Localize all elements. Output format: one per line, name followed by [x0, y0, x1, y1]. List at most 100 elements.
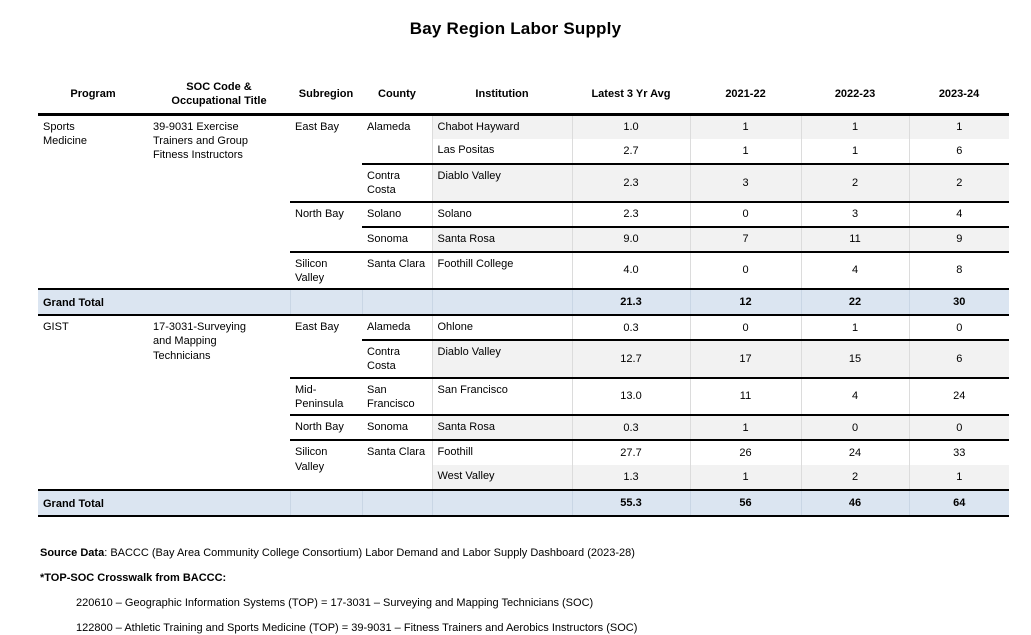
county-cell: Contra Costa [362, 163, 432, 202]
table-row: North Bay Solano Solano 2.3 0 3 4 [38, 200, 1009, 252]
col-header-program: Program [38, 76, 148, 116]
value-cell: 26 [689, 439, 801, 466]
value-cell: 0.3 [571, 315, 690, 341]
county-cell: Contra Costa [362, 339, 432, 378]
county-cell: Alameda [367, 120, 411, 133]
value-cell: 2.7 [571, 139, 690, 164]
grand-total-value-cell: 22 [800, 288, 909, 317]
col-header-2023-24: 2023-24 [909, 76, 1009, 116]
col-header-latest-3yr-avg: Latest 3 Yr Avg [572, 76, 690, 116]
value-cell: 24 [800, 439, 909, 466]
value-cell: 27.7 [571, 439, 690, 466]
value-cell: 11 [800, 225, 909, 252]
grand-total-empty-cell [431, 489, 572, 518]
table-row: GIST 17-3031-Surveying and Mapping Techn… [38, 315, 1009, 362]
subregion-cell: East Bay [295, 321, 340, 334]
grand-total-label: Grand Total [38, 288, 290, 317]
value-cell: 4 [800, 376, 909, 416]
institution-cell: Solano [431, 200, 572, 227]
col-header-soc: SOC Code & Occupational Title [148, 76, 290, 116]
table-row: West Valley 1.3 1 2 1 [38, 465, 1009, 491]
grand-total-value-cell: 12 [689, 288, 801, 317]
value-cell: 1.0 [571, 114, 690, 139]
institution-cell: Santa Rosa [431, 414, 572, 441]
table-row: Sports Medicine 39-9031 Exercise Trainer… [38, 114, 1009, 161]
value-cell: 2 [908, 163, 1009, 202]
source-data-label: Source Data [40, 547, 105, 560]
program-cell: Sports Medicine [43, 120, 88, 147]
value-cell: 15 [800, 339, 909, 378]
value-cell: 1 [908, 114, 1009, 139]
value-cell: 1 [800, 315, 909, 341]
institution-cell: Ohlone [431, 315, 572, 341]
soc-cell: 17-3031-Surveying and Mapping Technician… [153, 321, 246, 362]
grand-total-row: Grand Total 55.3 56 46 64 [38, 489, 1009, 518]
value-cell: 6 [908, 139, 1009, 164]
value-cell: 12.7 [571, 339, 690, 378]
subregion-cell: North Bay [290, 200, 362, 252]
crosswalk-item: 220610 – Geographic Information Systems … [76, 597, 594, 610]
county-cell: Sonoma [362, 225, 432, 252]
value-cell: 1 [908, 465, 1009, 491]
value-cell: 1 [689, 114, 801, 139]
value-cell: 1 [689, 139, 801, 164]
program-cell: GIST [43, 321, 69, 334]
subregion-cell: Mid-Peninsula [290, 376, 362, 416]
page-title: Bay Region Labor Supply [409, 19, 622, 38]
subregion-cell: Silicon Valley [290, 250, 362, 290]
col-header-county: County [362, 76, 432, 116]
value-cell: 17 [689, 339, 801, 378]
value-cell: 4 [908, 200, 1009, 227]
grand-total-value-cell: 21.3 [571, 288, 690, 317]
labor-supply-table: Program SOC Code & Occupational Title Su… [38, 76, 1009, 518]
header-row: Program SOC Code & Occupational Title Su… [38, 76, 1009, 116]
county-cell: Santa Clara [362, 250, 432, 290]
value-cell: 0 [689, 315, 801, 341]
value-cell: 11 [689, 376, 801, 416]
grand-total-empty-cell [289, 288, 362, 317]
county-cell: Santa Clara [362, 439, 432, 491]
subregion-cell: North Bay [290, 414, 362, 441]
value-cell: 0 [800, 414, 909, 441]
col-header-2022-23: 2022-23 [801, 76, 909, 116]
county-cell: Sonoma [362, 414, 432, 441]
value-cell: 3 [689, 163, 801, 202]
col-header-2021-22: 2021-22 [690, 76, 801, 116]
crosswalk-heading: *TOP-SOC Crosswalk from BACCC: [40, 572, 227, 585]
grand-total-value-cell: 30 [908, 288, 1009, 317]
table-row: Silicon Valley Santa Clara Foothill Coll… [38, 250, 1009, 290]
value-cell: 2.3 [571, 200, 690, 227]
grand-total-value-cell: 46 [800, 489, 909, 518]
institution-cell: Chabot Hayward [431, 114, 572, 139]
value-cell: 1 [689, 414, 801, 441]
grand-total-empty-cell [289, 489, 362, 518]
table-row: Sonoma Santa Rosa 9.0 7 11 9 [38, 225, 1009, 252]
source-data-note: Source Data: BACCC (Bay Area Community C… [40, 547, 1031, 560]
institution-cell: Diablo Valley [431, 163, 572, 202]
value-cell: 13.0 [571, 376, 690, 416]
value-cell: 2.3 [571, 163, 690, 202]
grand-total-row: Grand Total 21.3 12 22 30 [38, 288, 1009, 317]
value-cell: 1.3 [571, 465, 690, 491]
crosswalk-item: 122800 – Athletic Training and Sports Me… [76, 622, 638, 635]
col-header-subregion: Subregion [290, 76, 362, 116]
value-cell: 3 [800, 200, 909, 227]
value-cell: 1 [800, 139, 909, 164]
value-cell: 0 [908, 414, 1009, 441]
value-cell: 7 [689, 225, 801, 252]
value-cell: 8 [908, 250, 1009, 290]
grand-total-empty-cell [361, 489, 432, 518]
table-row: Contra Costa Diablo Valley 2.3 3 2 2 [38, 163, 1009, 202]
institution-cell: San Francisco [431, 376, 572, 416]
value-cell: 2 [800, 163, 909, 202]
subregion-cell: Silicon Valley [290, 439, 362, 491]
table-row: Las Positas 2.7 1 1 6 [38, 139, 1009, 164]
county-cell: Solano [362, 200, 432, 227]
value-cell: 6 [908, 339, 1009, 378]
table-row: Silicon Valley Santa Clara Foothill 27.7… [38, 439, 1009, 491]
county-cell: San Francisco [362, 376, 432, 416]
grand-total-empty-cell [361, 288, 432, 317]
value-cell: 24 [908, 376, 1009, 416]
value-cell: 4 [800, 250, 909, 290]
